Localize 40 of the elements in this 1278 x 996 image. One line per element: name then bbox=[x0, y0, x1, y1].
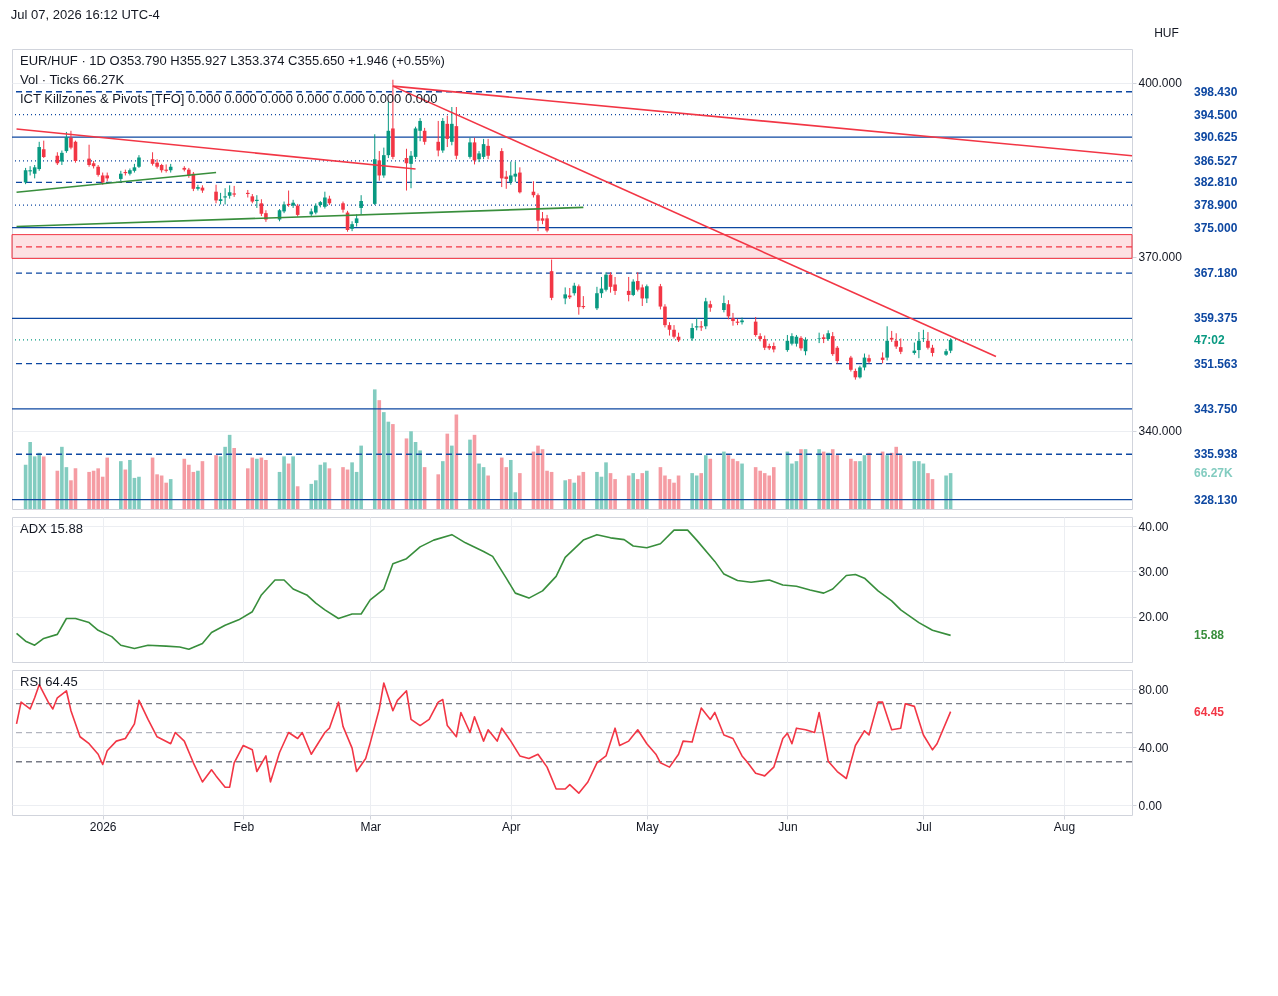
ref-line-label: 351.563 bbox=[1194, 356, 1238, 371]
text: 66.27K bbox=[1194, 466, 1234, 481]
text: 47:02 bbox=[1194, 332, 1226, 347]
x-tick-label: Mar bbox=[360, 819, 382, 834]
ref-line-label: 378.900 bbox=[1194, 198, 1238, 213]
y-tick-label: 40.00 bbox=[1138, 519, 1169, 534]
y-tick-label: 20.00 bbox=[1138, 610, 1169, 625]
ref-line-label: 398.430 bbox=[1194, 84, 1238, 99]
ref-line-label: 335.938 bbox=[1194, 447, 1238, 462]
ref-line-label: 367.180 bbox=[1194, 266, 1238, 281]
text: 64.45 bbox=[1194, 704, 1225, 719]
ref-line-label: 382.810 bbox=[1194, 175, 1238, 190]
ref-line-label: 343.750 bbox=[1194, 401, 1238, 416]
x-tick-label: Feb bbox=[233, 819, 255, 834]
x-tick-label: Aug bbox=[1053, 819, 1076, 834]
ref-line-label: 390.625 bbox=[1194, 130, 1238, 145]
ref-line-label: 359.375 bbox=[1194, 311, 1238, 326]
x-tick-label: Jul bbox=[916, 819, 932, 834]
y-tick-label: 30.00 bbox=[1138, 564, 1169, 579]
ref-line-label: 394.500 bbox=[1194, 107, 1238, 122]
chart-title: Vol · Ticks 66.27K bbox=[20, 72, 125, 87]
y-tick-label: 0.00 bbox=[1138, 798, 1163, 813]
chart-title: RSI 64.45 bbox=[20, 674, 78, 689]
x-tick-label: 2026 bbox=[89, 819, 117, 834]
y-tick-label: 80.00 bbox=[1138, 682, 1169, 697]
y-tick-label: 340.000 bbox=[1138, 424, 1183, 439]
chart-subtitle: Jul 07, 2026 16:12 UTC-4 bbox=[10, 6, 160, 22]
x-tick-label: May bbox=[635, 819, 659, 834]
y-tick-label: 40.00 bbox=[1138, 740, 1169, 755]
x-tick-label: Jun bbox=[778, 819, 798, 834]
ref-line-label: 386.527 bbox=[1194, 153, 1238, 168]
text: 15.88 bbox=[1194, 628, 1225, 643]
ref-line-label: 375.000 bbox=[1194, 220, 1238, 235]
chart-title: EUR/HUF · 1D O353.790 H355.927 L353.374 C355.650 +1.946 (+0.55%) bbox=[20, 53, 445, 68]
ref-line-label: 328.130 bbox=[1194, 492, 1238, 507]
y-tick-label: 370.000 bbox=[1138, 250, 1183, 265]
x-tick-label: Apr bbox=[501, 819, 521, 834]
chart-title: ADX 15.88 bbox=[20, 521, 83, 536]
y-tick-label: 400.000 bbox=[1138, 76, 1183, 91]
y-axis-title: HUF bbox=[1154, 25, 1179, 40]
